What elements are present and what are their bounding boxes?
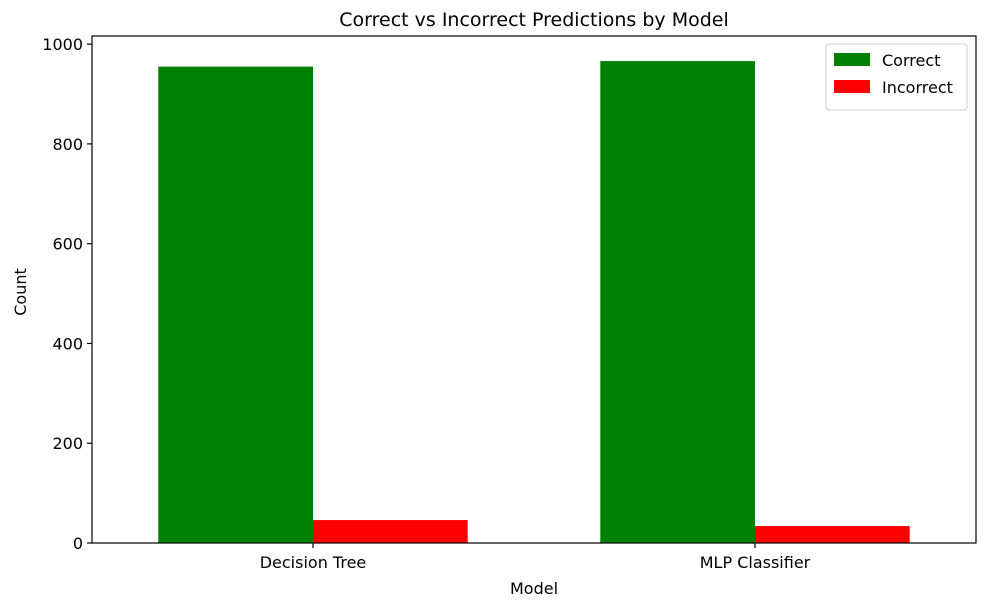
y-tick-label: 800 [52,135,83,154]
y-tick-label: 1000 [42,35,83,54]
x-ticks: Decision Tree MLP Classifier [260,543,811,572]
y-tick-label: 600 [52,235,83,254]
legend-label-incorrect: Incorrect [882,78,953,97]
bar-correct-decision-tree [158,66,313,543]
x-tick-label: MLP Classifier [700,553,811,572]
y-tick-label: 400 [52,334,83,353]
bars-layer [158,61,910,544]
bar-incorrect-mlp-classifier [755,526,910,543]
y-axis-label: Count [11,268,30,316]
legend-swatch-incorrect [834,80,870,93]
y-tick-label: 200 [52,434,83,453]
y-tick-label: 0 [73,534,83,553]
plot-frame [91,35,977,544]
legend-label-correct: Correct [882,51,940,70]
chart-title: Correct vs Incorrect Predictions by Mode… [339,9,729,31]
y-ticks: 0 200 400 600 800 1000 [42,35,92,553]
bar-correct-mlp-classifier [600,61,755,544]
legend-swatch-correct [834,53,870,66]
legend: Correct Incorrect [825,43,968,111]
bar-incorrect-decision-tree [313,520,468,543]
x-tick-label: Decision Tree [260,553,367,572]
x-axis-label: Model [510,579,558,598]
